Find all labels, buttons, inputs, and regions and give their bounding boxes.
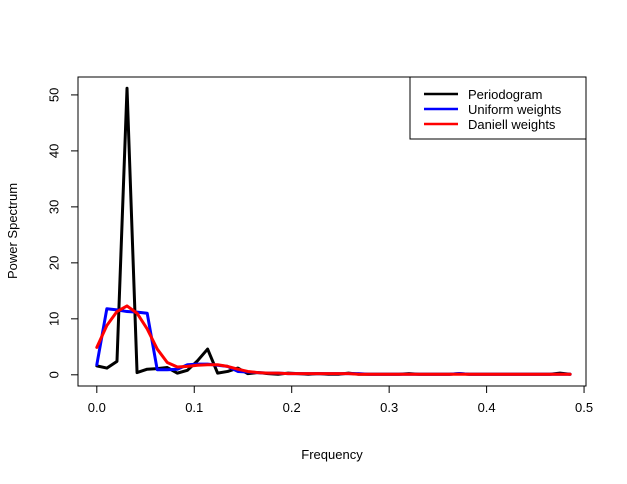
legend-label: Uniform weights — [468, 102, 562, 117]
y-axis: 0 10 20 30 40 50 — [47, 88, 79, 378]
x-tick-label: 0.1 — [185, 400, 203, 415]
series-layer — [95, 86, 572, 376]
x-tick-label: 0.2 — [283, 400, 301, 415]
y-tick-label: 10 — [47, 312, 62, 326]
x-tick-label: 0.0 — [88, 400, 106, 415]
y-tick-label: 0 — [47, 371, 62, 378]
y-axis-title: Power Spectrum — [5, 183, 20, 279]
x-tick-label: 0.5 — [575, 400, 593, 415]
y-tick-label: 20 — [47, 256, 62, 270]
series-line-daniell-weights — [95, 304, 572, 376]
x-tick-label: 0.4 — [478, 400, 496, 415]
y-tick-label: 50 — [47, 88, 62, 102]
legend-label: Periodogram — [468, 87, 542, 102]
x-axis: 0.0 0.1 0.2 0.3 0.4 0.5 — [88, 385, 593, 415]
x-axis-title: Frequency — [301, 447, 363, 462]
y-tick-label: 40 — [47, 144, 62, 158]
y-tick-label: 30 — [47, 200, 62, 214]
legend-label: Daniell weights — [468, 117, 556, 132]
x-tick-label: 0.3 — [380, 400, 398, 415]
